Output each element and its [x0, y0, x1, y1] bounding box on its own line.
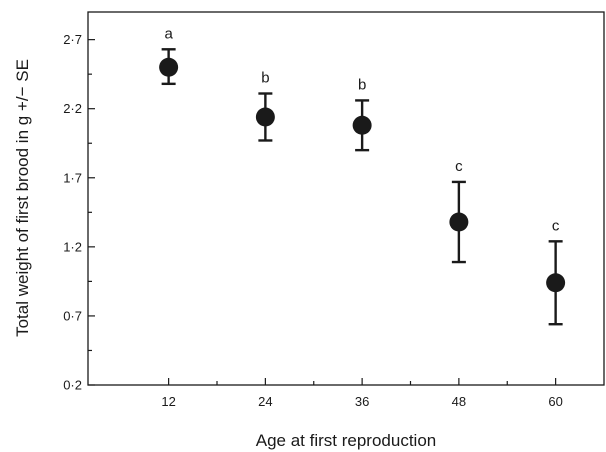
significance-label: a [164, 25, 173, 42]
x-axis-label: Age at first reproduction [256, 431, 436, 450]
significance-label: c [552, 217, 560, 234]
x-axis-ticks: 12 24 36 48 60 [161, 378, 563, 409]
y-tick-label: 0·7 [63, 308, 82, 323]
significance-label: c [455, 158, 463, 175]
significance-label: b [261, 70, 269, 87]
y-tick-label: 0·2 [63, 378, 82, 393]
y-tick-label: 2·2 [63, 101, 82, 116]
y-tick-label: 2·7 [63, 32, 82, 47]
y-axis-label: Total weight of first brood in g +/− SE [13, 59, 32, 337]
data-point [159, 57, 179, 77]
significance-label: b [358, 76, 366, 93]
y-axis-ticks: 0·2 0·7 1·2 1·7 2·2 2·7 [63, 32, 95, 393]
x-tick-label: 36 [355, 394, 369, 409]
y-tick-label: 1·7 [63, 170, 82, 185]
plot-frame [87, 11, 605, 386]
x-tick-label: 48 [452, 394, 466, 409]
data-point [546, 273, 566, 293]
x-tick-label: 12 [161, 394, 175, 409]
data-series: a b b c c [159, 25, 566, 326]
x-tick-label: 24 [258, 394, 272, 409]
y-tick-label: 1·2 [63, 239, 82, 254]
data-point [449, 212, 469, 232]
x-tick-label: 60 [548, 394, 562, 409]
data-point [255, 107, 275, 127]
data-point [352, 115, 372, 135]
